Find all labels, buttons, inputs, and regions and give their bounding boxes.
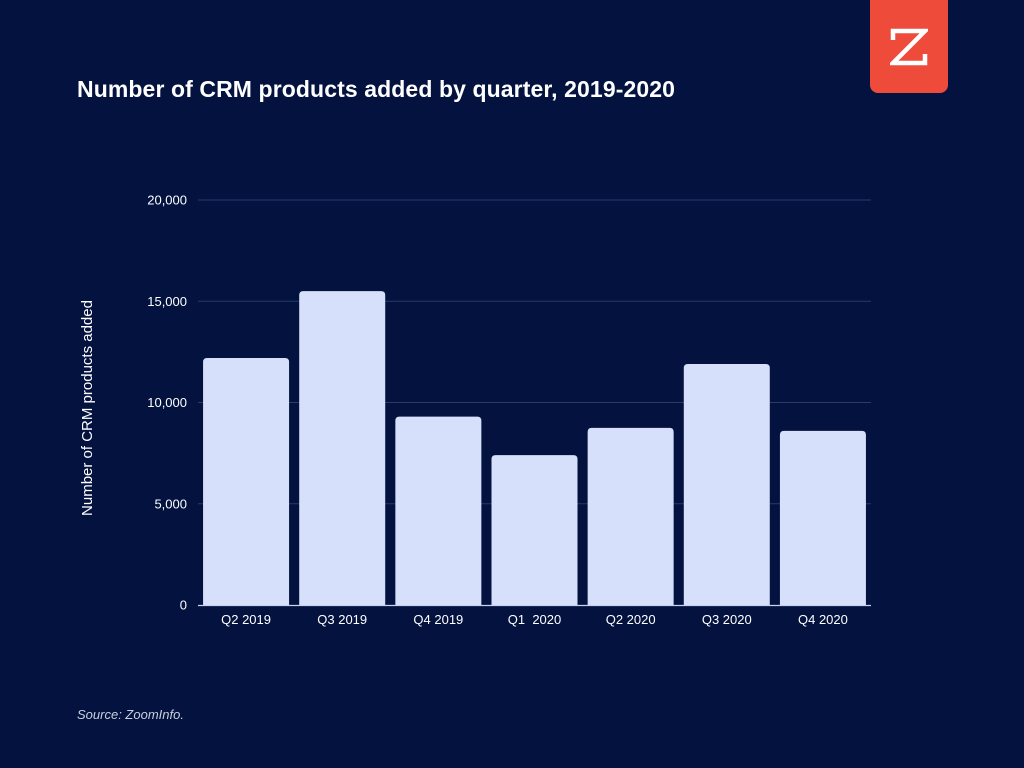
bars [203, 291, 866, 605]
y-axis-title: Number of CRM products added [79, 300, 96, 516]
x-tick-label: Q2 2019 [221, 612, 271, 627]
y-tick-label: 20,000 [147, 193, 187, 208]
tick-labels: 0 5,000 10,000 15,000 20,000 Q2 2019 Q3 2019 Q4… [147, 193, 848, 628]
bar [299, 291, 386, 605]
x-tick-label: Q3 2019 [317, 612, 367, 627]
bar [491, 455, 578, 605]
bar [587, 427, 674, 605]
source-note: Source: ZoomInfo. [77, 707, 184, 722]
x-tick-label: Q1 2020 [508, 612, 562, 627]
bar [395, 416, 482, 605]
y-tick-label: 0 [180, 598, 187, 613]
x-tick-label: Q4 2019 [413, 612, 463, 627]
brand-logo [870, 0, 948, 93]
y-tick-label: 15,000 [147, 294, 187, 309]
x-tick-label: Q4 2020 [798, 612, 848, 627]
chart-title: Number of CRM products added by quarter,… [77, 76, 676, 102]
zoominfo-z-icon [890, 28, 928, 65]
y-tick-label: 10,000 [147, 395, 187, 410]
x-tick-label: Q3 2020 [702, 612, 752, 627]
bar [683, 364, 770, 605]
x-tick-label: Q2 2020 [606, 612, 656, 627]
bar [779, 430, 866, 605]
y-tick-label: 5,000 [154, 496, 187, 511]
bar [203, 357, 290, 605]
